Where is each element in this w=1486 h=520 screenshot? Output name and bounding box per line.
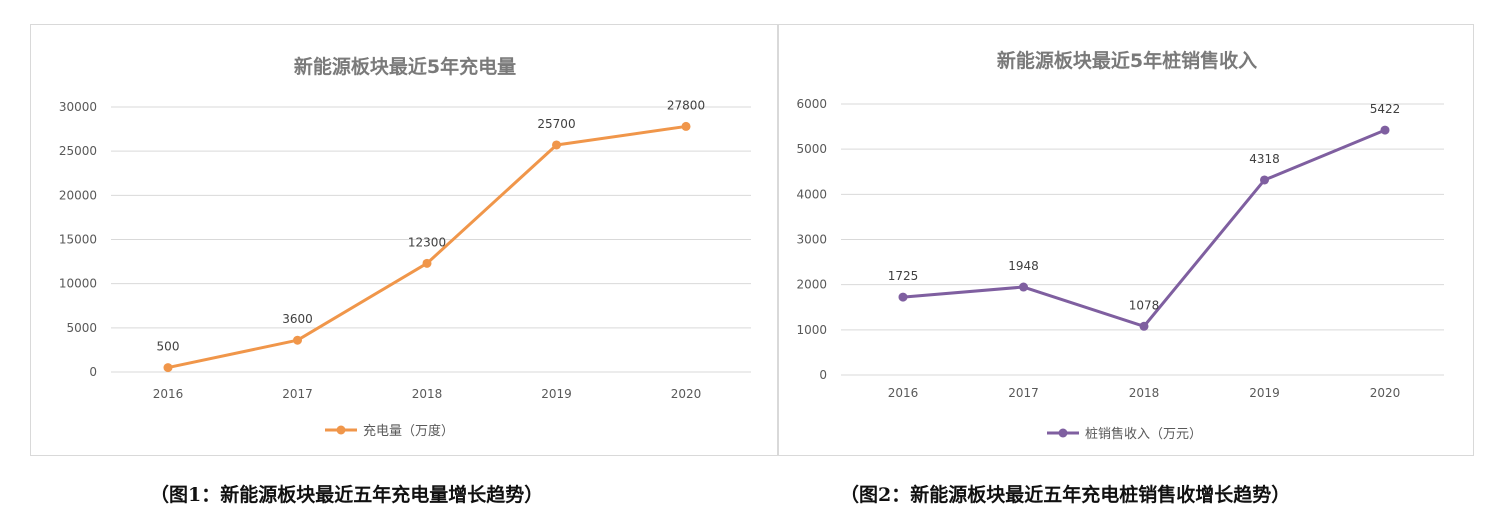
chart-2-data-point (1260, 175, 1269, 185)
chart-2-data-label: 1078 (1129, 298, 1160, 312)
chart-2-x-tick-label: 2017 (1008, 386, 1039, 400)
chart-2-y-tick-label: 4000 (796, 187, 827, 201)
chart-1-y-tick-label: 30000 (59, 100, 97, 114)
chart-1-data-label: 25700 (537, 117, 575, 131)
chart-2-data-point (1139, 321, 1149, 331)
chart-2-data-point (1380, 125, 1390, 135)
chart-2-y-tick-label: 0 (819, 368, 827, 382)
chart-1-title: 新能源板块最近5年充电量 (294, 55, 516, 78)
figure-1-caption: （图1：新能源板块最近五年充电量增长趋势） (150, 484, 544, 506)
chart-1-x-tick-label: 2018 (412, 387, 443, 401)
chart-2-data-label: 1725 (888, 269, 919, 283)
chart-1-data-point (552, 140, 561, 150)
chart-1-y-tick-label: 20000 (59, 188, 97, 202)
chart-2-data-point (1019, 282, 1028, 292)
chart-2-x-tick-label: 2018 (1129, 386, 1160, 400)
chart-1-y-tick-label: 5000 (66, 321, 97, 335)
chart-1-y-tick-label: 10000 (59, 277, 97, 291)
chart-2-x-tick-label: 2019 (1249, 386, 1280, 400)
chart-1-legend-marker (336, 425, 346, 435)
chart-1-data-label: 27800 (667, 98, 705, 112)
chart-2-x-tick-label: 2020 (1370, 386, 1401, 400)
chart-1-x-tick-label: 2019 (541, 387, 572, 401)
chart-2-data-label: 5422 (1370, 102, 1401, 116)
chart-2-x-tick-label: 2016 (888, 386, 919, 400)
chart-1-x-tick-label: 2017 (282, 387, 313, 401)
chart-1-data-label: 500 (157, 340, 180, 354)
figure-2-caption: （图2：新能源板块最近五年充电桩销售收增长趋势） (840, 484, 1291, 506)
chart-2-title: 新能源板块最近5年桩销售收入 (997, 49, 1257, 72)
chart-2-data-label: 1948 (1008, 259, 1039, 273)
chart-2-legend-label: 桩销售收入（万元） (1085, 426, 1202, 442)
chart-1-svg: 新能源板块最近5年充电量 0 5000 10000 15000 20000 25000 300… (59, 55, 751, 439)
chart-2-y-tick-label: 3000 (796, 233, 827, 247)
chart-1-y-tick-label: 25000 (59, 144, 97, 158)
chart-1-x-tick-label: 2016 (153, 387, 184, 401)
chart-2-series-line (901, 128, 1387, 328)
chart-1-data-point (681, 121, 691, 131)
chart-2-data-point (898, 292, 908, 302)
chart-2-svg: 新能源板块最近5年桩销售收入 0 1000 2000 3000 4000 5000 6000 2… (796, 49, 1444, 442)
chart-1-x-tick-label: 2020 (671, 387, 702, 401)
chart-1-data-label: 12300 (408, 235, 446, 249)
chart-1-legend-label: 充电量（万度） (363, 423, 454, 439)
chart-1-data-point (293, 335, 302, 345)
chart-2-y-tick-label: 6000 (796, 97, 827, 111)
chart-2-y-tick-label: 2000 (796, 278, 827, 292)
chart-2-y-tick-label: 1000 (796, 323, 827, 337)
chart-1-y-tick-label: 15000 (59, 233, 97, 247)
chart-1-y-tick-label: 0 (89, 365, 97, 379)
chart-1-data-point (163, 363, 173, 373)
chart-2-data-label: 4318 (1249, 152, 1280, 166)
chart-1-data-label: 3600 (282, 312, 313, 326)
chart-2-y-tick-label: 5000 (796, 142, 827, 156)
chart-1-data-point (422, 258, 432, 268)
chart-panel-1: 新能源板块最近5年充电量 0 5000 10000 15000 20000 25000 300… (30, 24, 778, 456)
chart-panel-2: 新能源板块最近5年桩销售收入 0 1000 2000 3000 4000 5000 6000 2… (778, 24, 1474, 456)
chart-2-legend-marker (1058, 428, 1068, 438)
